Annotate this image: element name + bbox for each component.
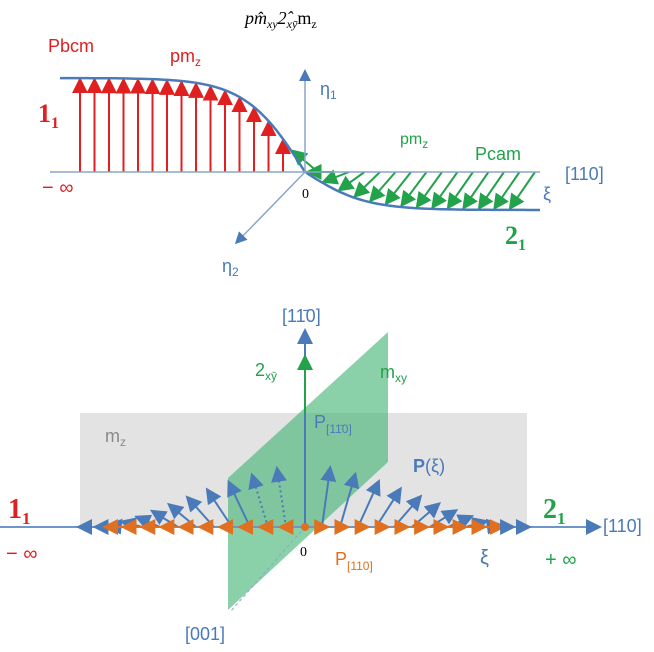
axis-label: η1 [320,79,337,102]
origin: 0 [300,545,307,560]
domain-label: 11 [8,494,31,528]
axis-label: ξ [543,184,551,204]
axis-label: [110] [565,164,604,184]
origin: 0 [302,187,309,202]
axis-label: ξ [480,547,489,569]
domain-label: 21 [505,221,526,254]
axis-label: [001] [185,624,225,644]
axis-label: η2 [222,256,239,279]
green-arrow [325,172,349,181]
label: pmz [400,131,428,151]
arrows [60,78,540,210]
axis-label: [110] [603,516,642,536]
green-arrow [496,172,520,207]
label: mxy [380,362,407,385]
label: P[110] [335,549,373,573]
domain-label: 21 [543,494,566,528]
label: pmz [170,46,201,69]
green-arrow [511,172,535,207]
label: Pbcm [48,36,94,56]
domain-label: 11 [38,99,59,132]
title: pm̂xy2̂xȳmz [243,8,317,31]
label: Pcam [475,144,521,164]
label: 2xȳ [255,360,277,383]
green-arrow [480,172,504,207]
axis-label: [11̄0] [282,306,321,326]
label: − ∞ [42,177,74,199]
curve [60,78,540,210]
label: − ∞ [6,543,38,565]
label: P(ξ) [413,456,445,476]
origin-dot [301,523,309,531]
label: + ∞ [545,549,577,571]
diagram: pm̂xy2̂xȳmz Pbcm pmz 11 η1 − ∞ 0 pmz Pca… [0,0,654,652]
